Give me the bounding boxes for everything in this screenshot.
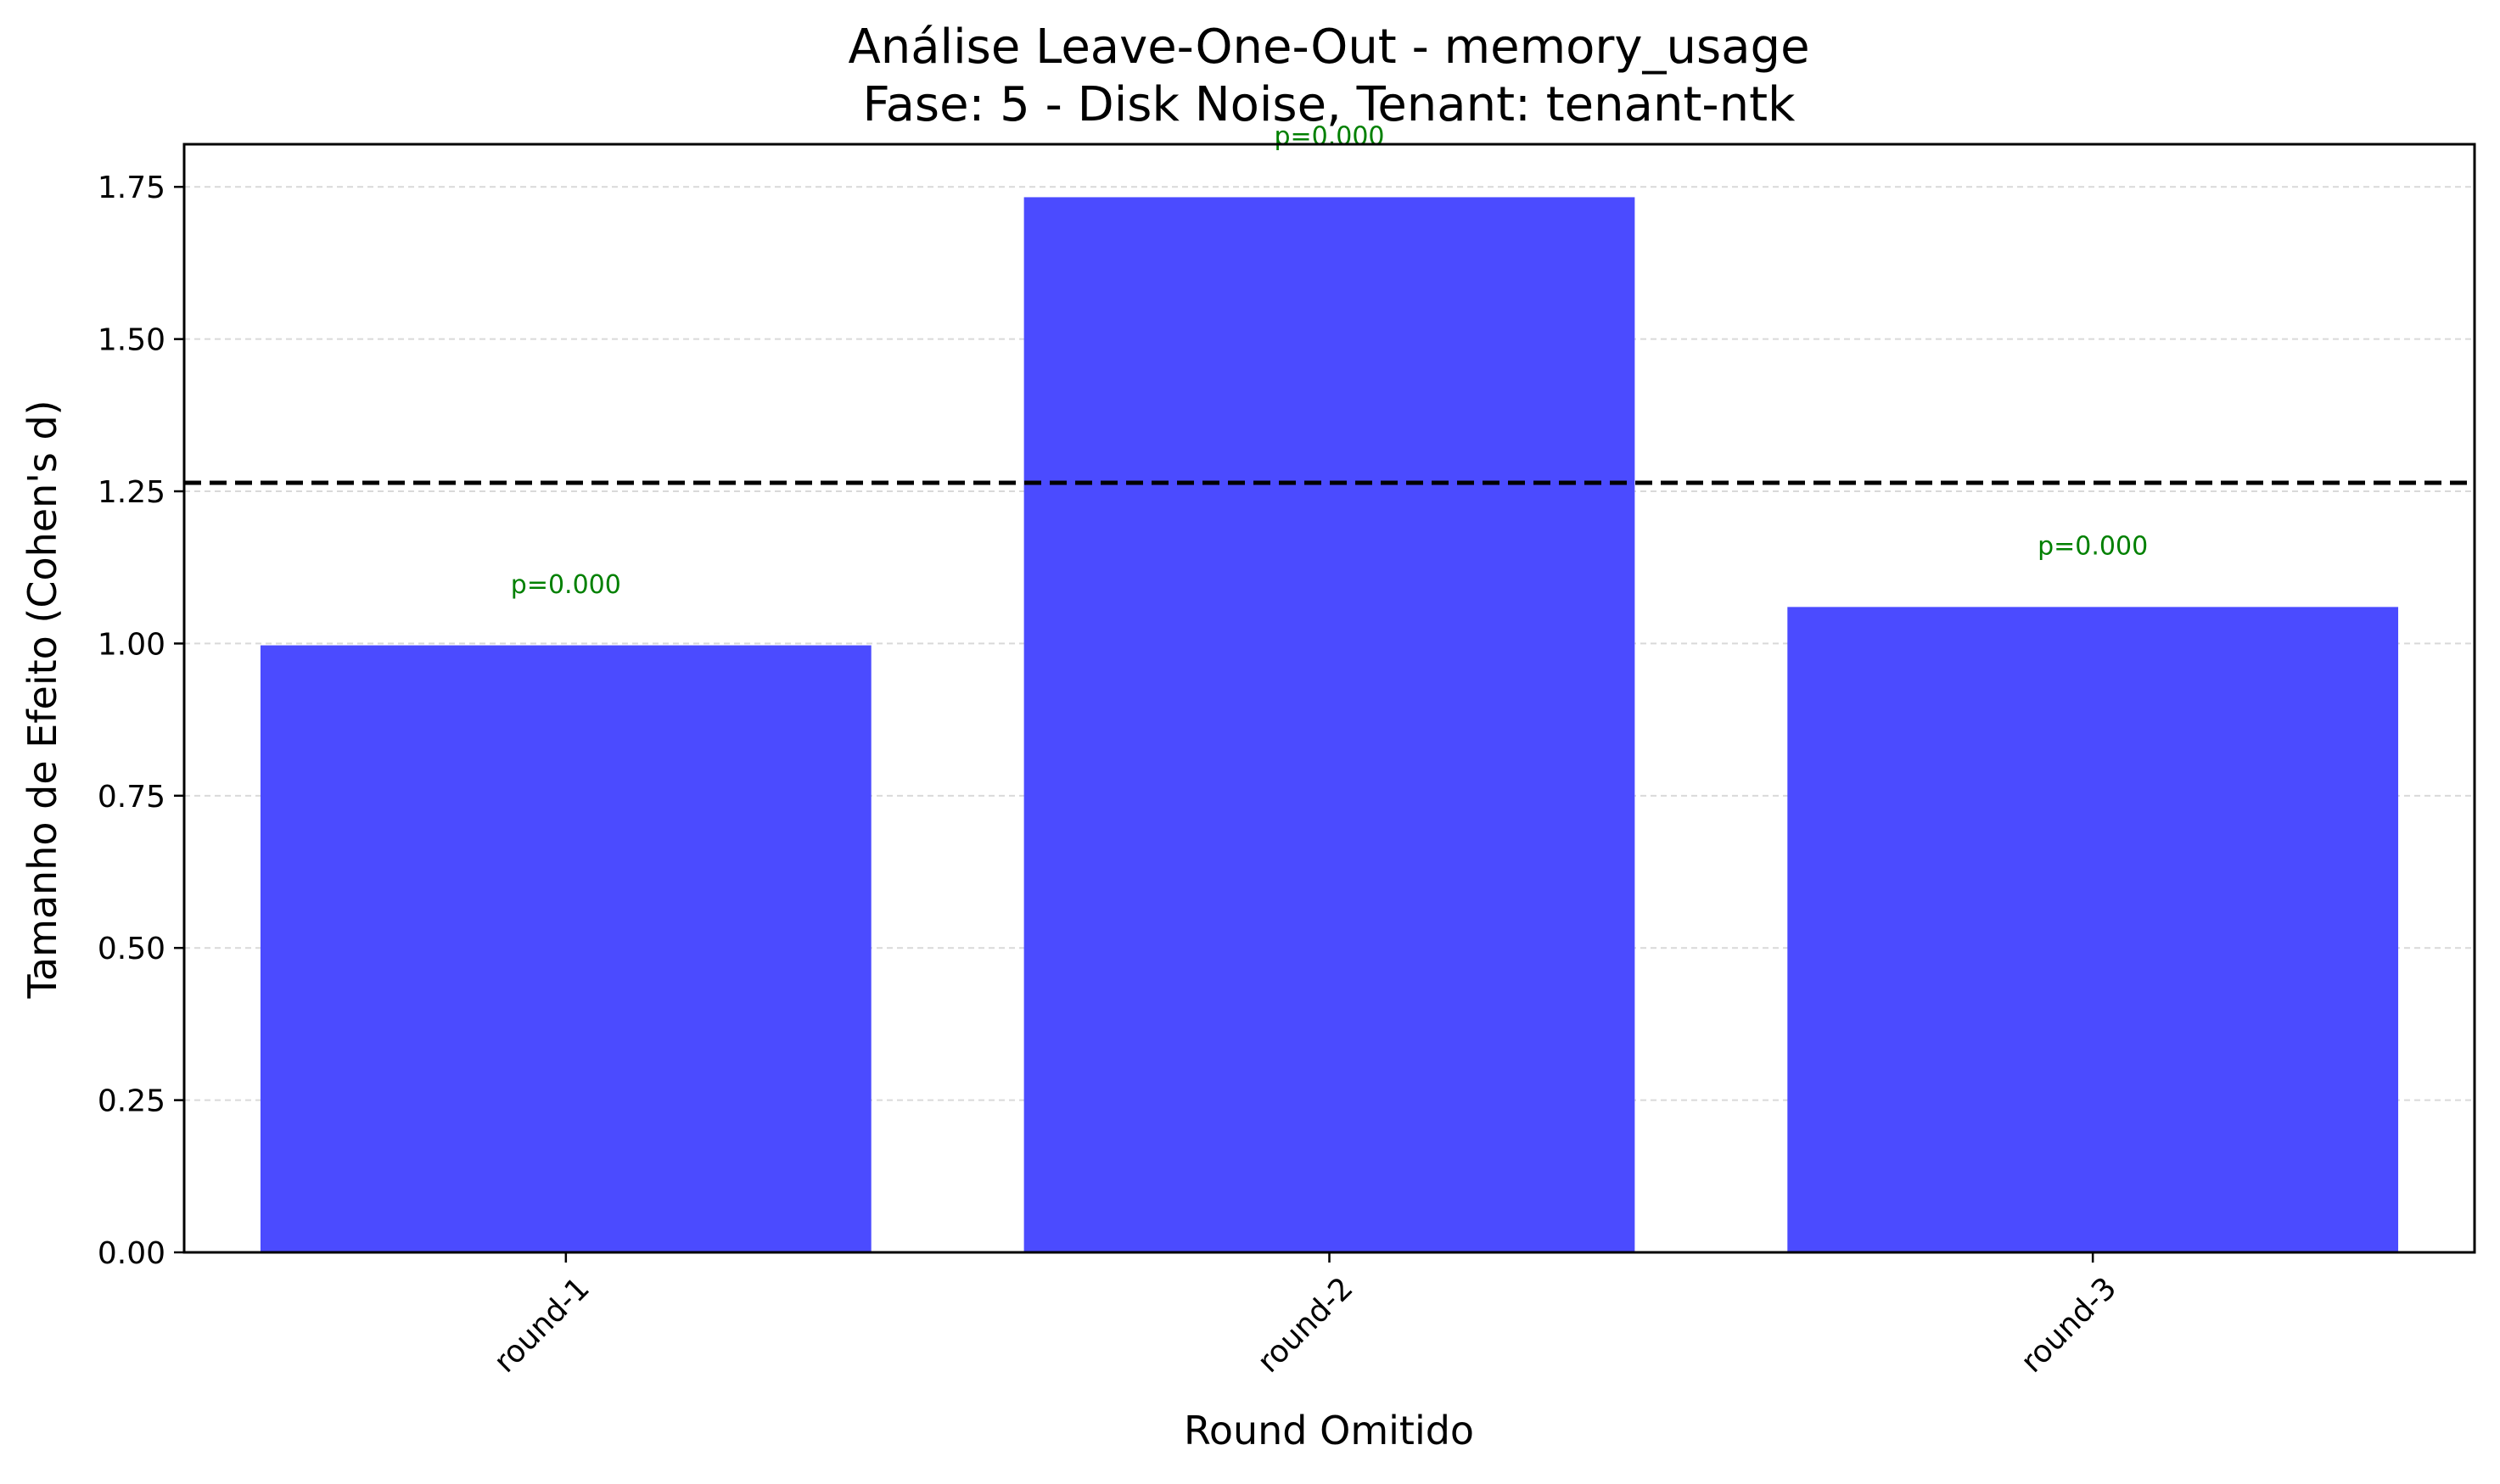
y-tick-label: 0.00 <box>98 1236 165 1271</box>
y-tick-label: 0.25 <box>98 1084 165 1119</box>
x-axis: round-1 round-2 round-3 <box>488 1252 2123 1380</box>
p-value-label: p=0.000 <box>511 570 621 600</box>
bar <box>1787 607 2399 1252</box>
p-value-label: p=0.000 <box>2038 532 2148 562</box>
x-axis-label: Round Omitido <box>1184 1408 1474 1453</box>
p-value-label: p=0.000 <box>1274 122 1384 152</box>
chart-subtitle: Fase: 5 - Disk Noise, Tenant: tenant-ntk <box>863 77 1797 132</box>
y-axis: 0.00 0.25 0.50 0.75 1.00 1.25 1.50 1.75 <box>98 171 184 1271</box>
y-tick-label: 0.75 <box>98 780 165 815</box>
x-tick-label: round-1 <box>488 1271 597 1380</box>
y-tick-label: 1.50 <box>98 323 165 358</box>
x-tick-label: round-3 <box>2015 1271 2123 1380</box>
chart-title: Análise Leave-One-Out - memory_usage <box>848 20 1809 75</box>
bar-annotations: p=0.000 p=0.000 p=0.000 <box>511 122 2148 600</box>
bar <box>1023 197 1635 1252</box>
y-tick-label: 0.50 <box>98 932 165 966</box>
bars <box>260 197 2399 1252</box>
y-tick-label: 1.00 <box>98 627 165 662</box>
x-tick-label: round-2 <box>1251 1271 1359 1380</box>
y-axis-label: Tamanho de Efeito (Cohen's d) <box>20 400 65 999</box>
y-tick-label: 1.75 <box>98 171 165 205</box>
bar <box>260 645 872 1252</box>
y-tick-label: 1.25 <box>98 475 165 510</box>
